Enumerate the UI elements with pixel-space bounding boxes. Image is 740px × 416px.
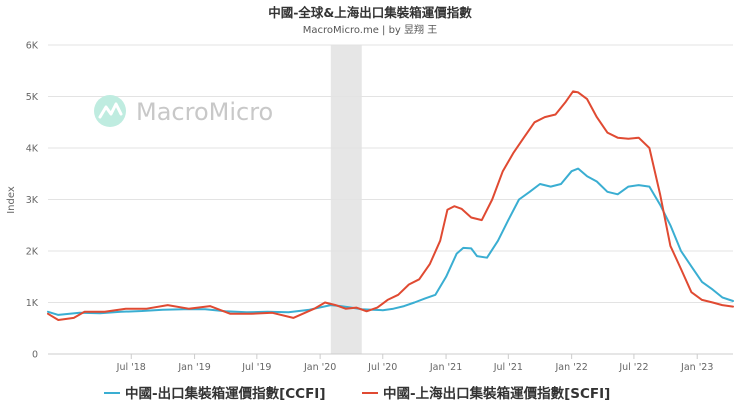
x-tick-label: Jan '21 <box>429 362 462 373</box>
chart-subtitle: MacroMicro.me | by 昱翔 王 <box>303 23 437 36</box>
legend: 中國-出口集裝箱運價指數[CCFI] 中國-上海出口集裝箱運價指數[SCFI] <box>104 385 610 402</box>
x-axis: Jul '18 Jan '19 Jul '19 Jan '20 Jul '20 Jan '… <box>116 354 713 373</box>
y-tick-label: 3K <box>26 195 39 206</box>
legend-item-ccfi[interactable]: 中國-出口集裝箱運價指數[CCFI] <box>104 385 326 402</box>
y-tick-label: 5K <box>26 92 39 103</box>
y-tick-label: 4K <box>26 144 39 155</box>
x-tick-label: Jul '22 <box>618 362 648 373</box>
watermark-text: MacroMicro <box>136 98 273 126</box>
chart-title: 中國-全球&上海出口集裝箱運價指數 <box>268 5 472 20</box>
series-lines <box>47 90 734 321</box>
x-tick-label: Jul '20 <box>367 362 397 373</box>
y-tick-label: 2K <box>26 247 39 258</box>
series-line-scfi <box>47 90 734 321</box>
legend-item-scfi[interactable]: 中國-上海出口集裝箱運價指數[SCFI] <box>362 385 610 402</box>
y-tick-label: 6K <box>26 41 39 52</box>
x-tick-label: Jul '21 <box>493 362 523 373</box>
y-tick-label: 0 <box>32 350 38 361</box>
legend-label-ccfi: 中國-出口集裝箱運價指數[CCFI] <box>125 385 326 402</box>
y-axis: 0 1K 2K 3K 4K 5K 6K <box>26 41 39 361</box>
watermark-logo-icon-mark <box>98 102 123 119</box>
y-axis-label: Index <box>6 186 17 214</box>
series-line-ccfi <box>47 167 734 316</box>
x-tick-label: Jul '19 <box>241 362 271 373</box>
legend-label-scfi: 中國-上海出口集裝箱運價指數[SCFI] <box>383 385 610 402</box>
x-tick-label: Jul '18 <box>116 362 146 373</box>
y-tick-label: 1K <box>26 298 39 309</box>
grid-lines <box>48 44 733 303</box>
x-tick-label: Jan '19 <box>177 362 210 373</box>
x-tick-label: Jan '20 <box>303 362 336 373</box>
watermark-logo: MacroMicro <box>94 95 273 127</box>
x-tick-label: Jan '23 <box>680 362 713 373</box>
x-tick-label: Jan '22 <box>554 362 587 373</box>
